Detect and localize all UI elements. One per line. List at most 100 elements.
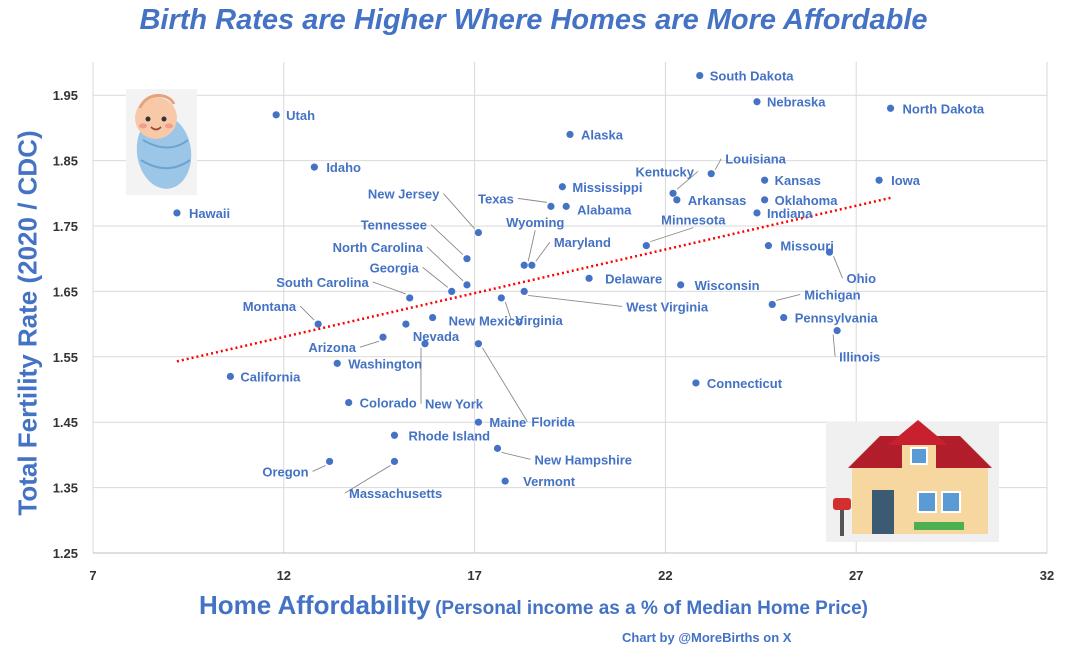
- data-point: [226, 372, 234, 381]
- leader-line: [650, 227, 694, 243]
- data-label: New Hampshire: [534, 452, 632, 467]
- chart-title: Birth Rates are Higher Where Homes are M…: [139, 4, 928, 36]
- y-tick-label: 1.55: [53, 350, 78, 365]
- y-tick-label: 1.65: [53, 284, 78, 299]
- data-label: Louisiana: [725, 152, 786, 167]
- data-label: Iowa: [891, 173, 921, 188]
- x-axis-label-sub: (Personal income as a % of Median Home P…: [435, 598, 868, 619]
- leader-line: [517, 197, 547, 203]
- data-point: [696, 71, 704, 80]
- data-label: Alabama: [577, 202, 632, 217]
- data-label: Colorado: [360, 396, 417, 411]
- data-label: Wyoming: [506, 215, 564, 230]
- axis-ticks: 1.25 1.35 1.45 1.55 1.65 1.75 1.85 1.95 7 12 17 22 2…: [53, 88, 1055, 583]
- data-label: North Carolina: [333, 240, 424, 255]
- house-icon: [826, 420, 999, 542]
- y-tick-label: 1.25: [53, 546, 78, 561]
- data-label: New York: [425, 397, 484, 412]
- leader-line: [714, 158, 722, 170]
- data-label: Utah: [286, 108, 315, 123]
- x-tick-label: 7: [89, 568, 96, 583]
- data-point: [272, 111, 280, 119]
- data-label: Illinois: [839, 350, 880, 365]
- data-point: [825, 248, 834, 256]
- leader-line: [430, 224, 464, 256]
- y-tick-label: 1.95: [53, 88, 78, 103]
- data-label: Nevada: [413, 329, 460, 344]
- data-label: Missouri: [780, 239, 833, 254]
- data-label: Arizona: [308, 340, 356, 355]
- data-label: Delaware: [605, 271, 662, 286]
- data-label: Florida: [531, 415, 575, 430]
- data-label: South Carolina: [276, 275, 369, 290]
- data-label: Oregon: [262, 464, 308, 479]
- data-label: Tennessee: [361, 218, 427, 233]
- data-point: [753, 98, 761, 106]
- data-point: [314, 320, 322, 328]
- data-point: [474, 228, 483, 237]
- leader-line: [299, 305, 315, 321]
- data-label: New Mexico: [449, 314, 523, 329]
- data-point: [558, 183, 566, 191]
- data-label: Texas: [478, 191, 514, 206]
- data-label: Connecticut: [707, 376, 783, 391]
- x-tick-label: 22: [658, 568, 672, 583]
- data-point: [692, 379, 700, 387]
- data-point: [310, 163, 318, 171]
- leader-line: [527, 230, 536, 262]
- x-axis-label: Home Affordability (Personal income as a…: [0, 590, 1067, 621]
- leader-line: [359, 340, 380, 348]
- data-points: [173, 71, 895, 485]
- data-point: [379, 333, 387, 341]
- data-label: Wisconsin: [695, 278, 760, 293]
- x-tick-label: 27: [849, 568, 863, 583]
- leader-line: [832, 334, 836, 357]
- data-point: [390, 431, 399, 439]
- data-point: [173, 209, 181, 217]
- leader-line: [833, 255, 843, 279]
- data-point: [429, 313, 437, 322]
- leader-line: [676, 170, 699, 190]
- data-label: Massachusetts: [349, 486, 442, 501]
- leader-line: [443, 193, 475, 229]
- data-point: [390, 457, 399, 466]
- data-point: [520, 261, 528, 269]
- y-tick-label: 1.85: [53, 154, 78, 169]
- leader-line: [528, 294, 623, 307]
- data-label: Maine: [489, 415, 526, 430]
- leader-line: [312, 465, 326, 472]
- y-tick-label: 1.75: [53, 219, 78, 234]
- data-label: Minnesota: [661, 213, 726, 228]
- data-point: [474, 340, 483, 348]
- leader-line: [372, 281, 406, 295]
- data-label: Kentucky: [636, 164, 695, 179]
- data-label: Hawaii: [189, 206, 230, 221]
- data-point: [463, 281, 471, 289]
- leader-line: [504, 301, 512, 321]
- data-label: Rhode Island: [408, 428, 490, 443]
- data-point: [673, 196, 681, 204]
- data-point: [764, 242, 773, 250]
- data-label: North Dakota: [903, 101, 985, 116]
- data-point: [520, 287, 528, 295]
- data-point: [677, 281, 685, 289]
- trendline-path: [176, 196, 891, 363]
- x-tick-label: 12: [277, 568, 291, 583]
- data-point: [761, 196, 769, 204]
- data-label: Mississippi: [572, 180, 642, 195]
- data-point: [497, 294, 505, 302]
- data-label: Michigan: [804, 287, 860, 302]
- chart-credit: Chart by @MoreBirths on X: [622, 630, 792, 645]
- data-point: [421, 340, 429, 348]
- leader-line: [344, 465, 391, 494]
- data-point: [448, 287, 456, 295]
- data-point: [463, 255, 471, 263]
- data-point: [402, 320, 410, 328]
- data-point: [345, 398, 353, 407]
- data-label: Maryland: [554, 235, 611, 250]
- data-label: Ohio: [846, 271, 876, 286]
- y-tick-label: 1.35: [53, 481, 78, 496]
- data-label: West Virginia: [626, 299, 709, 314]
- data-point: [566, 130, 574, 139]
- data-point: [768, 300, 776, 309]
